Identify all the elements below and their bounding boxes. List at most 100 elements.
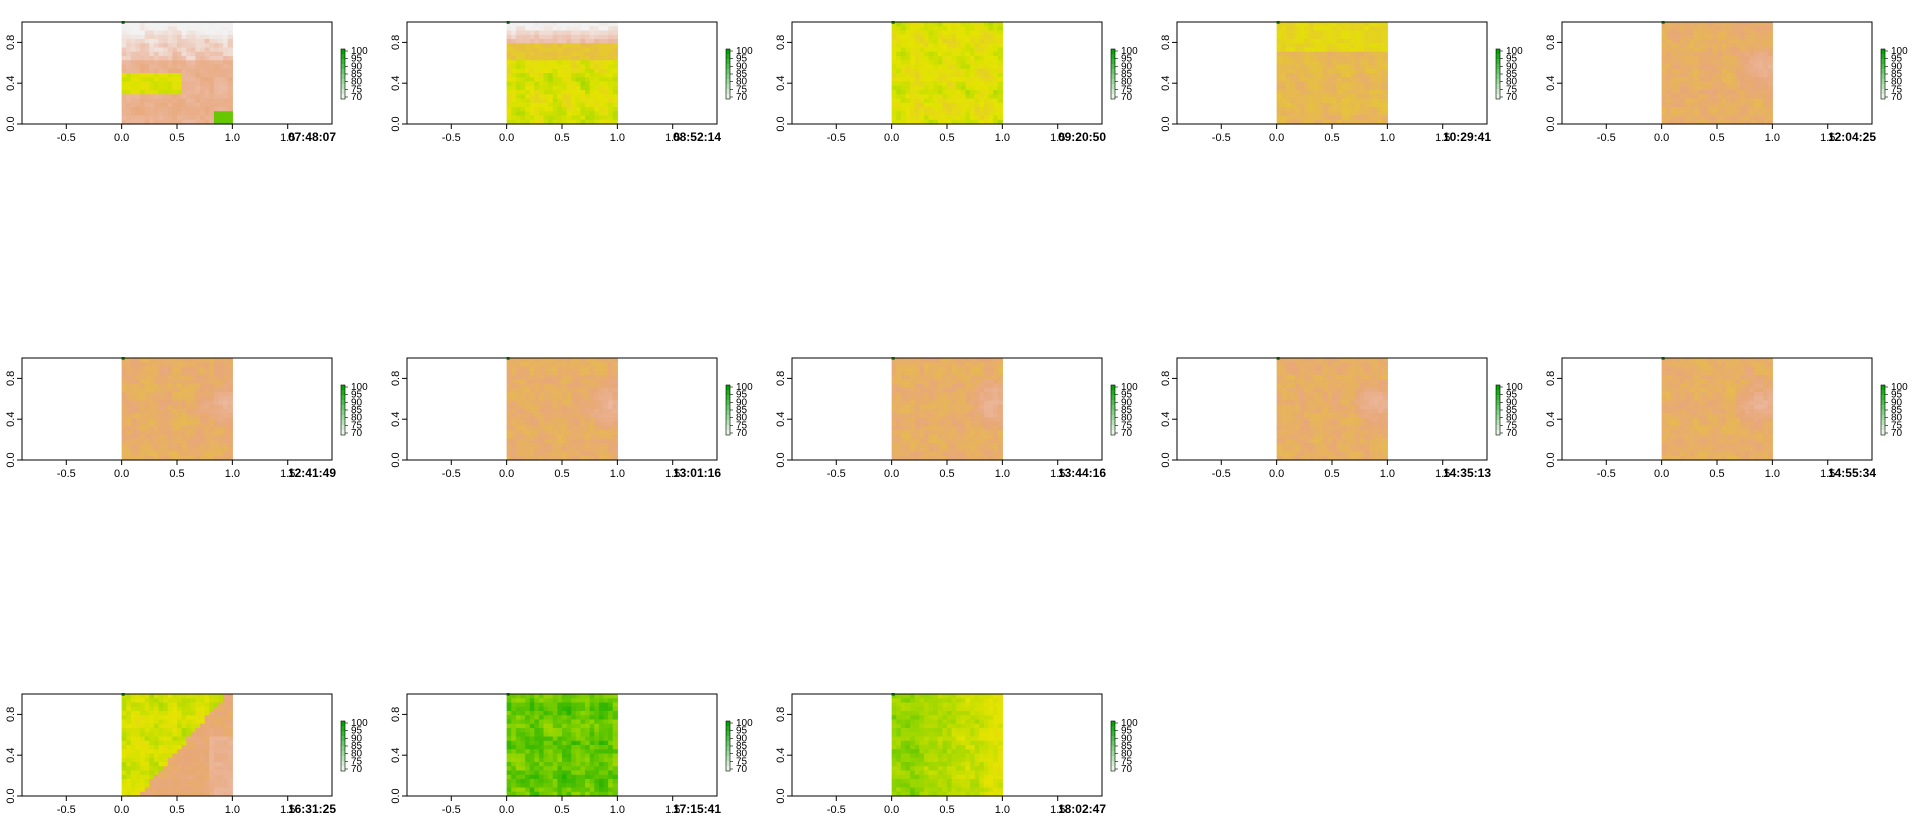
raster-cell [227, 379, 233, 385]
raster-cell [942, 81, 948, 87]
raster-cell [204, 400, 210, 406]
raster-cell [979, 417, 985, 423]
raster-cell [186, 358, 192, 363]
raster-cell [589, 73, 595, 78]
raster-cell [1313, 85, 1319, 91]
raster-cell [1373, 39, 1379, 44]
raster-cell [914, 64, 920, 70]
raster-cell [923, 413, 930, 419]
raster-cell [997, 119, 1003, 125]
raster-cell [1661, 68, 1667, 74]
raster-cell [1735, 90, 1741, 95]
raster-cell [506, 85, 512, 91]
raster-cell [1299, 30, 1305, 36]
raster-cell [153, 90, 160, 95]
raster-cell [960, 98, 967, 104]
raster-cell [900, 90, 907, 95]
raster-cell [1763, 81, 1769, 87]
raster-cell [158, 47, 164, 53]
raster-cell [121, 455, 127, 461]
raster-cell [1680, 111, 1686, 117]
raster-cell [1359, 68, 1365, 74]
raster-cell [1382, 119, 1388, 125]
raster-cell [562, 64, 568, 70]
raster-cell [1721, 98, 1727, 104]
raster-cell [965, 443, 971, 448]
raster-cell [1670, 68, 1677, 74]
raster-cell [121, 39, 127, 44]
raster-cell [594, 51, 600, 57]
raster-cell [974, 90, 980, 95]
raster-cell [923, 396, 930, 402]
raster-cell [158, 370, 164, 376]
raster-cell [130, 421, 137, 427]
raster-cell [1717, 30, 1723, 36]
raster-cell [163, 396, 169, 402]
raster-cell [974, 421, 980, 427]
raster-cell [172, 73, 178, 78]
raster-cell [974, 379, 980, 385]
raster-cell [988, 362, 994, 368]
raster-cell [543, 30, 549, 36]
raster-cell [552, 22, 558, 27]
raster-cell [942, 77, 948, 83]
raster-cell [1675, 111, 1681, 117]
raster-cell [960, 400, 967, 406]
raster-cell [970, 111, 976, 117]
raster-cell [1368, 47, 1375, 53]
raster-cell [158, 379, 164, 385]
raster-cell [1703, 30, 1709, 36]
raster-cell [135, 26, 141, 32]
raster-cell [1763, 39, 1769, 44]
raster-cell [1712, 107, 1718, 112]
raster-cell [218, 451, 224, 457]
raster-cell [1730, 34, 1737, 40]
raster-cell [1368, 115, 1375, 121]
raster-cell [1675, 39, 1681, 44]
raster-cell [158, 383, 164, 389]
raster-cell [557, 387, 563, 393]
raster-cell [1767, 64, 1773, 70]
raster-cell [942, 362, 948, 368]
raster-cell [1276, 77, 1282, 83]
raster-cell [1345, 68, 1352, 74]
raster-cell [608, 73, 614, 78]
raster-cell [200, 455, 206, 461]
raster-cell [1730, 115, 1737, 121]
raster-cell [1304, 111, 1310, 117]
heatmap-panel: -0.5 0.0 0.5 1.0 1.5 0.0 0.4 0.8 08:52:14 100 95 90… [385, 0, 770, 150]
raster-cell [919, 115, 925, 121]
raster-cell [1336, 119, 1342, 125]
raster-cell [951, 404, 957, 410]
raster-cell [983, 111, 990, 117]
raster-cell [1735, 98, 1741, 104]
raster-cell [525, 77, 531, 83]
raster-cell [543, 404, 549, 410]
raster-cell [594, 362, 600, 368]
raster-cell [144, 51, 150, 57]
raster-cell [529, 102, 535, 108]
raster-cell [158, 115, 164, 121]
raster-cell [942, 383, 948, 389]
raster-cell [195, 98, 201, 104]
raster-cell [200, 119, 206, 125]
raster-cell [1304, 94, 1310, 100]
raster-cell [209, 85, 215, 91]
raster-cell [144, 409, 150, 414]
raster-cell [177, 404, 183, 410]
raster-cell [1290, 34, 1296, 40]
raster-cell [177, 22, 183, 27]
raster-cell [919, 421, 925, 427]
raster-cell [919, 404, 925, 410]
raster-cell [598, 51, 605, 57]
raster-cell [506, 68, 512, 74]
raster-cell [186, 438, 192, 444]
raster-cell [956, 107, 962, 112]
raster-cell [515, 64, 522, 70]
raster-cell [1281, 56, 1287, 61]
raster-cell [172, 430, 178, 436]
raster-cell [960, 51, 967, 57]
raster-cell [603, 111, 609, 117]
raster-cell [923, 77, 930, 83]
